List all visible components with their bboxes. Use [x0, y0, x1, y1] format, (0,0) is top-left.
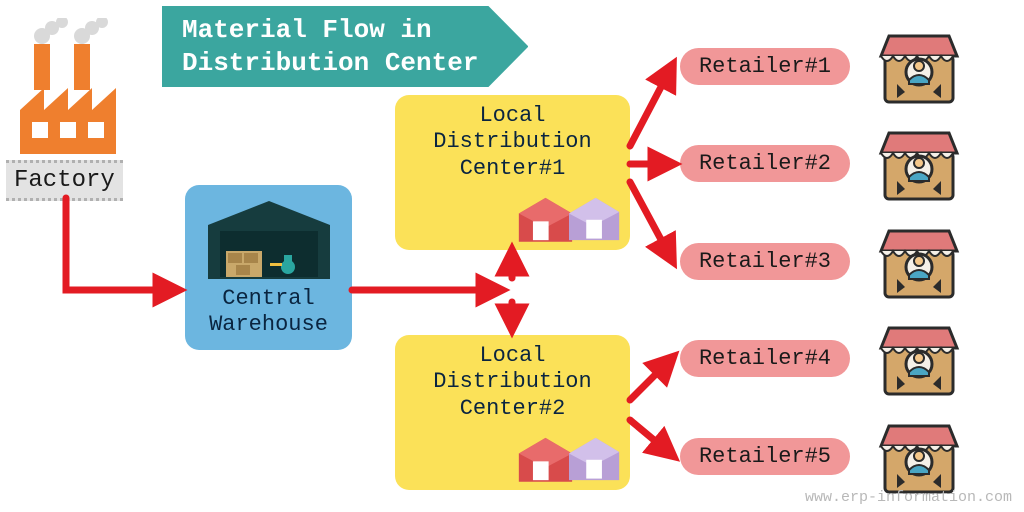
- retailer-5-pill: Retailer#5: [680, 438, 850, 475]
- title-line-2: Distribution Center: [182, 48, 478, 78]
- central-warehouse-node: Central Warehouse: [185, 185, 352, 350]
- shop-icon-1: [875, 20, 963, 113]
- retailer-2-label: Retailer#2: [699, 151, 831, 176]
- retailer-2-pill: Retailer#2: [680, 145, 850, 182]
- retailer-3-pill: Retailer#3: [680, 243, 850, 280]
- factory-icon: [12, 18, 132, 163]
- central-line-2: Warehouse: [209, 312, 328, 337]
- retailer-4-pill: Retailer#4: [680, 340, 850, 377]
- ldc2-line-2: Distribution: [433, 369, 591, 394]
- ldc2-node: Local Distribution Center#2: [395, 335, 630, 490]
- ldc1-line-1: Local: [479, 103, 545, 128]
- factory-label: Factory: [14, 167, 115, 194]
- ldc1-line-2: Distribution: [433, 129, 591, 154]
- title-banner: Material Flow in Distribution Center: [162, 6, 528, 87]
- shop-icon-3: [875, 215, 963, 308]
- shop-icon-2: [875, 117, 963, 210]
- central-line-1: Central: [222, 286, 314, 311]
- ldc2-line-3: Center#2: [460, 396, 566, 421]
- title-line-1: Material Flow in: [182, 15, 432, 45]
- factory-node: Factory: [6, 160, 123, 201]
- retailer-1-pill: Retailer#1: [680, 48, 850, 85]
- watermark: www.erp-information.com: [805, 489, 1012, 506]
- ldc2-building-icon: [514, 430, 624, 488]
- retailer-1-label: Retailer#1: [699, 54, 831, 79]
- retailer-5-label: Retailer#5: [699, 444, 831, 469]
- ldc1-node: Local Distribution Center#1: [395, 95, 630, 250]
- warehouse-icon: [204, 197, 334, 282]
- ldc1-building-icon: [514, 190, 624, 248]
- ldc2-line-1: Local: [479, 343, 545, 368]
- retailer-3-label: Retailer#3: [699, 249, 831, 274]
- ldc1-line-3: Center#1: [460, 156, 566, 181]
- retailer-4-label: Retailer#4: [699, 346, 831, 371]
- shop-icon-4: [875, 312, 963, 405]
